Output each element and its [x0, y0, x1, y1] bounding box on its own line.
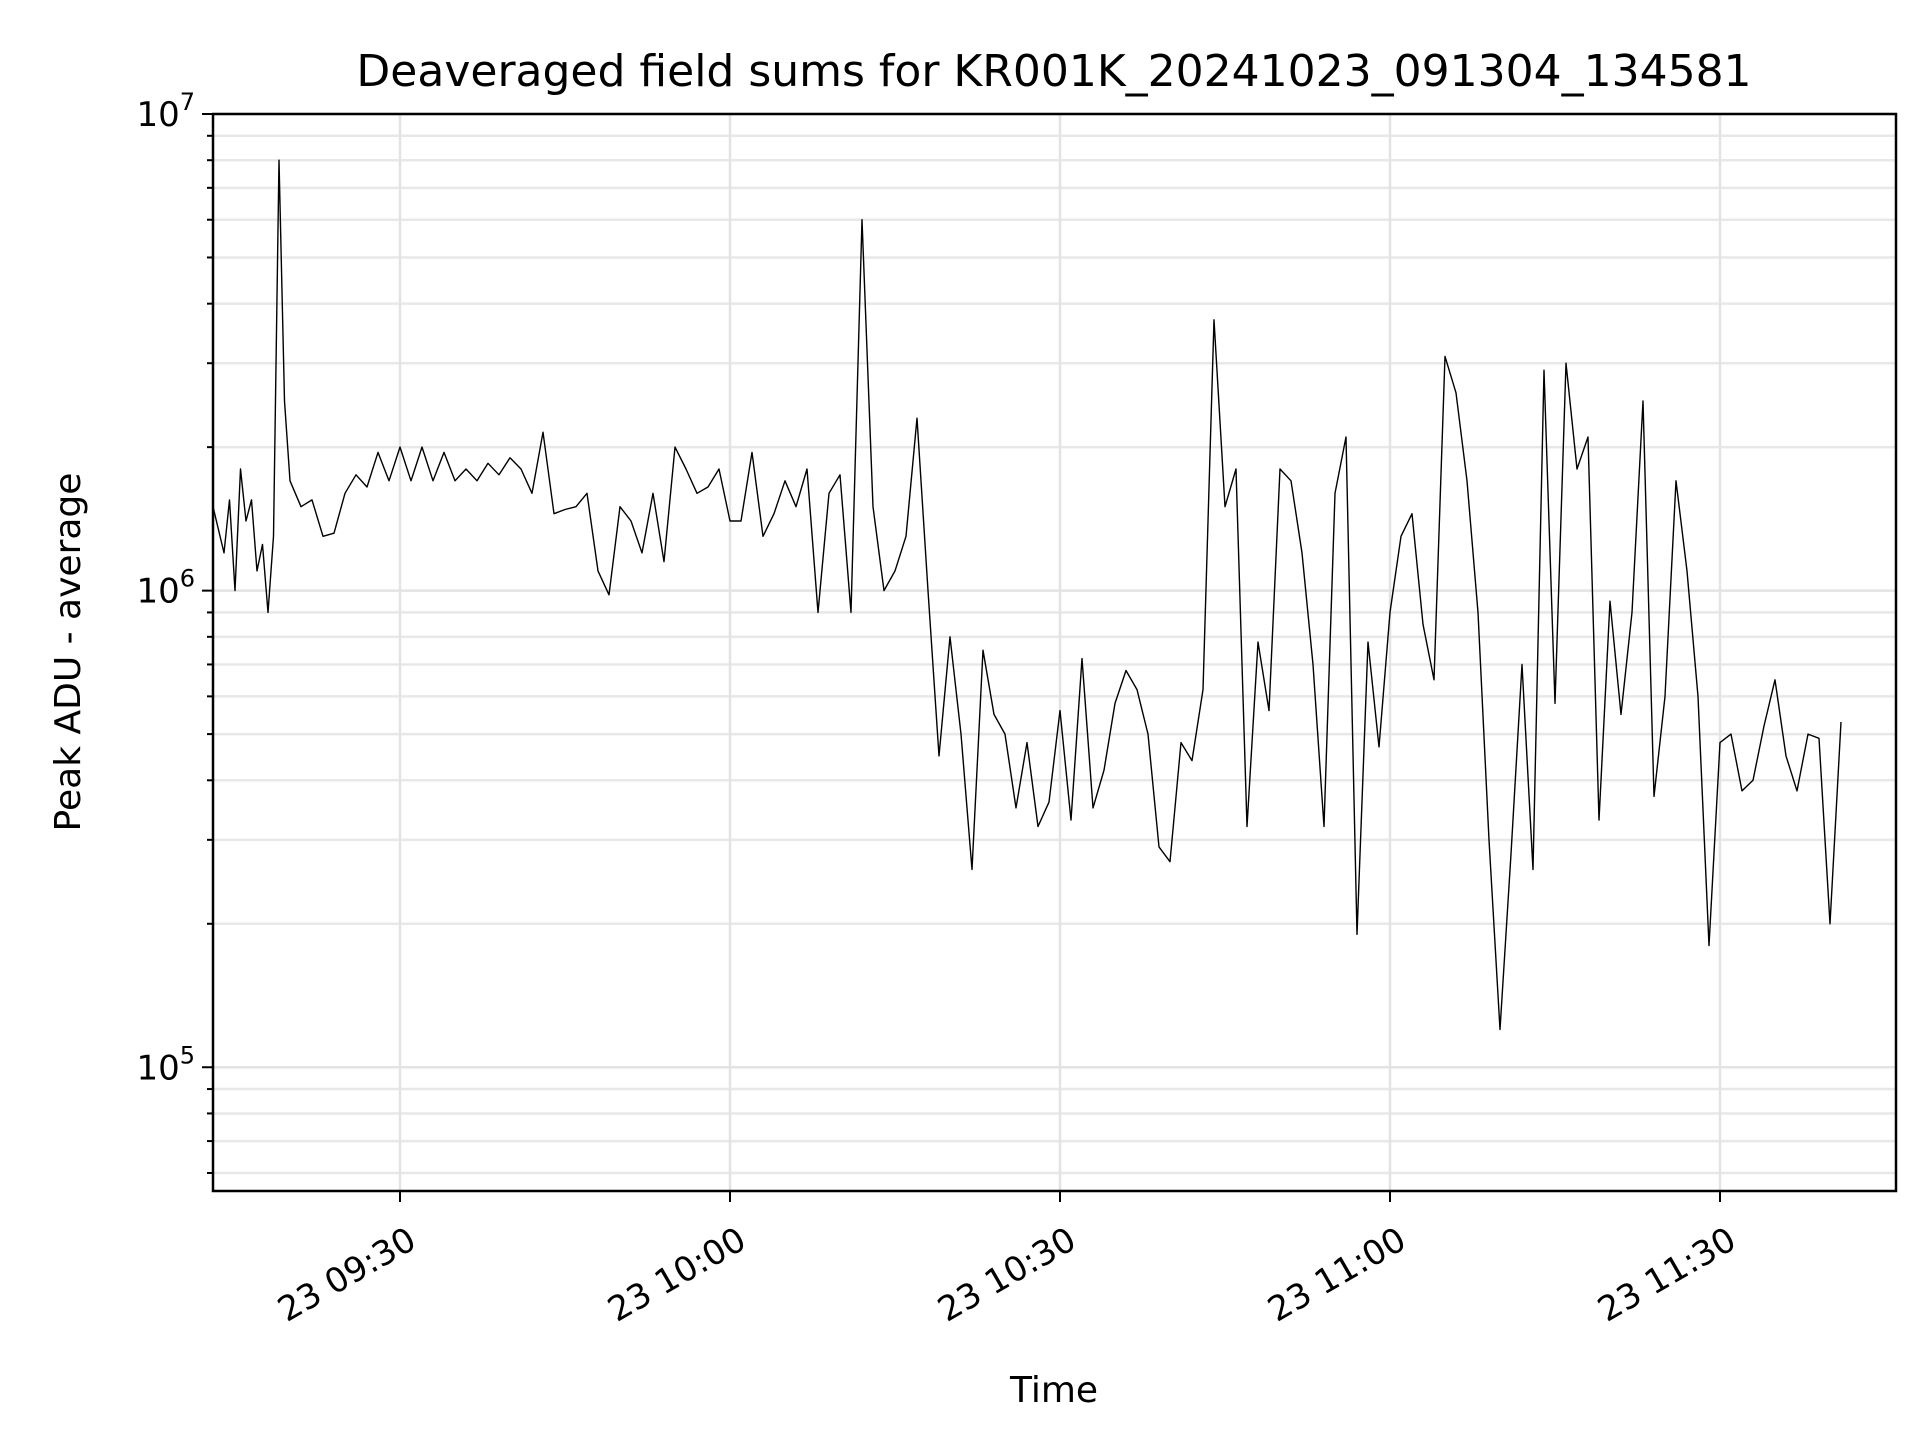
x-tick-label: 23 11:00	[1261, 1220, 1413, 1331]
x-tick-label: 23 11:30	[1591, 1220, 1743, 1331]
y-tick-label: 106	[136, 565, 195, 612]
y-axis-label: Peak ADU - average	[48, 473, 89, 832]
chart-title: Deaveraged field sums for KR001K_2024102…	[356, 46, 1751, 97]
y-minor-grid	[213, 134, 1896, 1175]
y-ticks: 105 106 107	[136, 88, 213, 1174]
x-tick-label: 23 10:00	[601, 1220, 753, 1331]
x-ticks: 23 09:30 23 10:00 23 10:30 23 11:00 23 11:30	[271, 1191, 1743, 1330]
x-axis-label: Time	[1009, 1370, 1098, 1411]
x-grid	[398, 114, 1722, 1191]
x-tick-label: 23 09:30	[271, 1220, 423, 1331]
y-tick-label: 107	[136, 88, 195, 135]
series-line	[212, 159, 1842, 1031]
plot-frame	[211, 112, 1898, 1193]
y-tick-label: 105	[136, 1041, 195, 1088]
plot-area	[212, 159, 1842, 1031]
x-tick-label: 23 10:30	[931, 1220, 1083, 1331]
